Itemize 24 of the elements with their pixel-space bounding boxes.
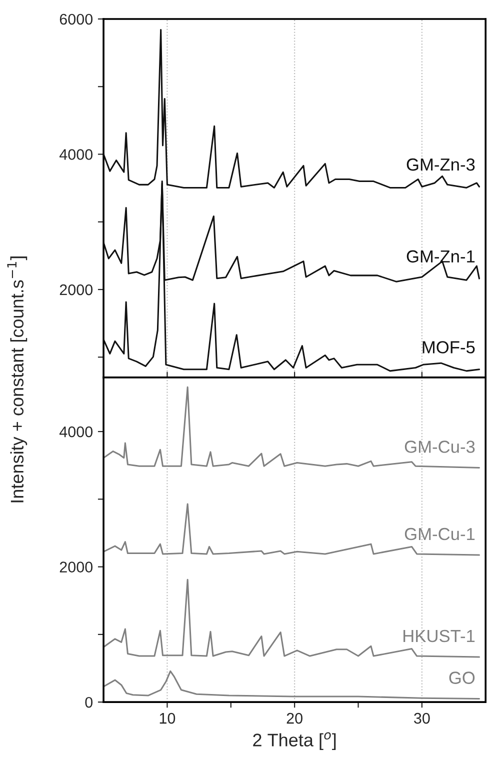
line-series — [104, 386, 480, 468]
line-series — [104, 29, 480, 188]
y-tick-label: 2000 — [60, 562, 93, 572]
line-series — [104, 180, 480, 372]
line-series — [104, 503, 480, 556]
y-tick-label: 2000 — [60, 284, 93, 296]
x-tick-label: 30 — [414, 712, 430, 724]
series-label: MOF-5 — [422, 341, 475, 354]
series-label: GO — [449, 672, 475, 684]
line-series — [104, 578, 480, 658]
x-tick-label: 20 — [286, 712, 302, 724]
y-tick-label: 4000 — [59, 149, 93, 160]
series-label: GM-Cu-1 — [404, 528, 475, 540]
x-tick-label: 10 — [160, 712, 176, 724]
x-axis-title: 2 Theta [$^{o}$] — [253, 732, 336, 750]
line-series — [104, 670, 480, 700]
y-tick-label: 6000 — [60, 14, 93, 25]
series-label: GM-Zn-1 — [406, 250, 475, 263]
series-label: GM-Zn-3 — [406, 158, 475, 171]
series-label: GM-Cu-3 — [404, 440, 475, 453]
series-label: HKUST-1 — [404, 630, 475, 642]
y-axis-title: Intensity + constant [count.s$^{−1}$] — [7, 256, 28, 502]
y-tick-label: 0 — [85, 696, 93, 708]
y-tick-label: 4000 — [59, 426, 93, 438]
